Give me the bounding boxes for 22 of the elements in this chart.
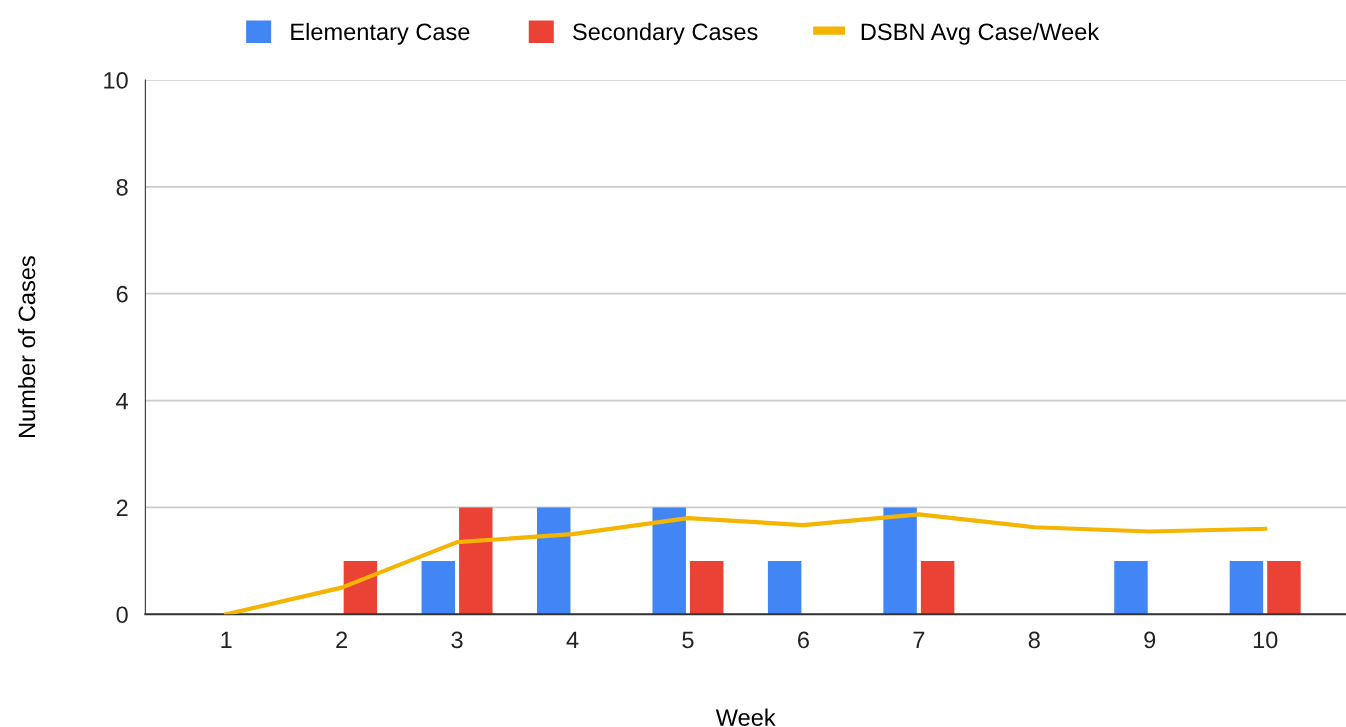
x-tick-label: 4	[566, 631, 579, 649]
x-tick-label: 2	[336, 631, 348, 649]
x-tick-label: 8	[1028, 631, 1040, 649]
y-tick-label: 2	[116, 499, 128, 516]
x-tick-label: 5	[682, 631, 694, 649]
line-series	[224, 512, 1268, 615]
legend-label: Secondary Cases	[573, 22, 758, 45]
y-tick-label: 8	[116, 178, 128, 196]
y-tick-label: 6	[116, 285, 128, 303]
y-axis-title: Number of Cases	[17, 256, 36, 438]
y-tick-label: 10	[104, 72, 128, 89]
x-tick-label: 6	[798, 631, 809, 649]
y-tick-label: 4	[116, 392, 129, 410]
x-axis-title: Week	[715, 708, 776, 726]
x-tick-label: 10	[1253, 631, 1278, 649]
x-tick-label: 3	[451, 631, 463, 649]
x-tick-label: 9	[1144, 631, 1156, 649]
x-tick-label: 7	[913, 631, 925, 649]
legend-label: DSBN Avg Case/Week	[861, 22, 1100, 45]
legend-label: Elementary Case	[291, 22, 470, 45]
x-tick-label: 1	[221, 631, 232, 649]
y-tick-label: 0	[116, 606, 128, 624]
